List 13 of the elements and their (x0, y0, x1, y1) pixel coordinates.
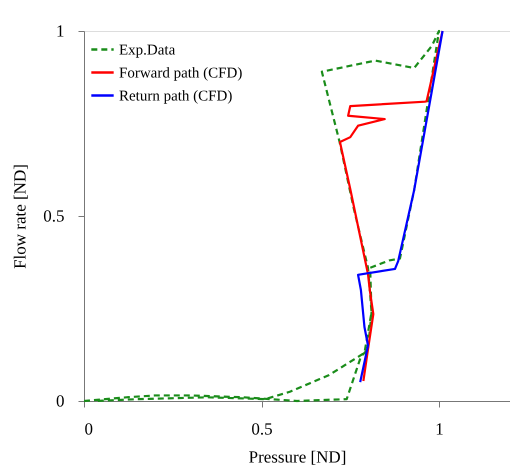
x-axis-title: Pressure [ND] (248, 448, 346, 466)
x-tick-label: 0.5 (251, 420, 273, 438)
legend-label: Exp.Data (119, 42, 176, 58)
y-tick-label: 0 (56, 392, 64, 410)
line-series (338, 30, 444, 382)
legend-label: Return path (CFD) (119, 88, 232, 104)
x-tick-label: 0 (84, 420, 93, 438)
x-tick-label: 1 (435, 420, 444, 438)
y-axis-title: Flow rate [ND] (10, 164, 30, 269)
y-tick-label: 1 (56, 22, 64, 40)
legend-label: Forward path (CFD) (119, 66, 242, 82)
y-tick-label: 0.5 (43, 206, 64, 226)
line-series (356, 30, 444, 384)
